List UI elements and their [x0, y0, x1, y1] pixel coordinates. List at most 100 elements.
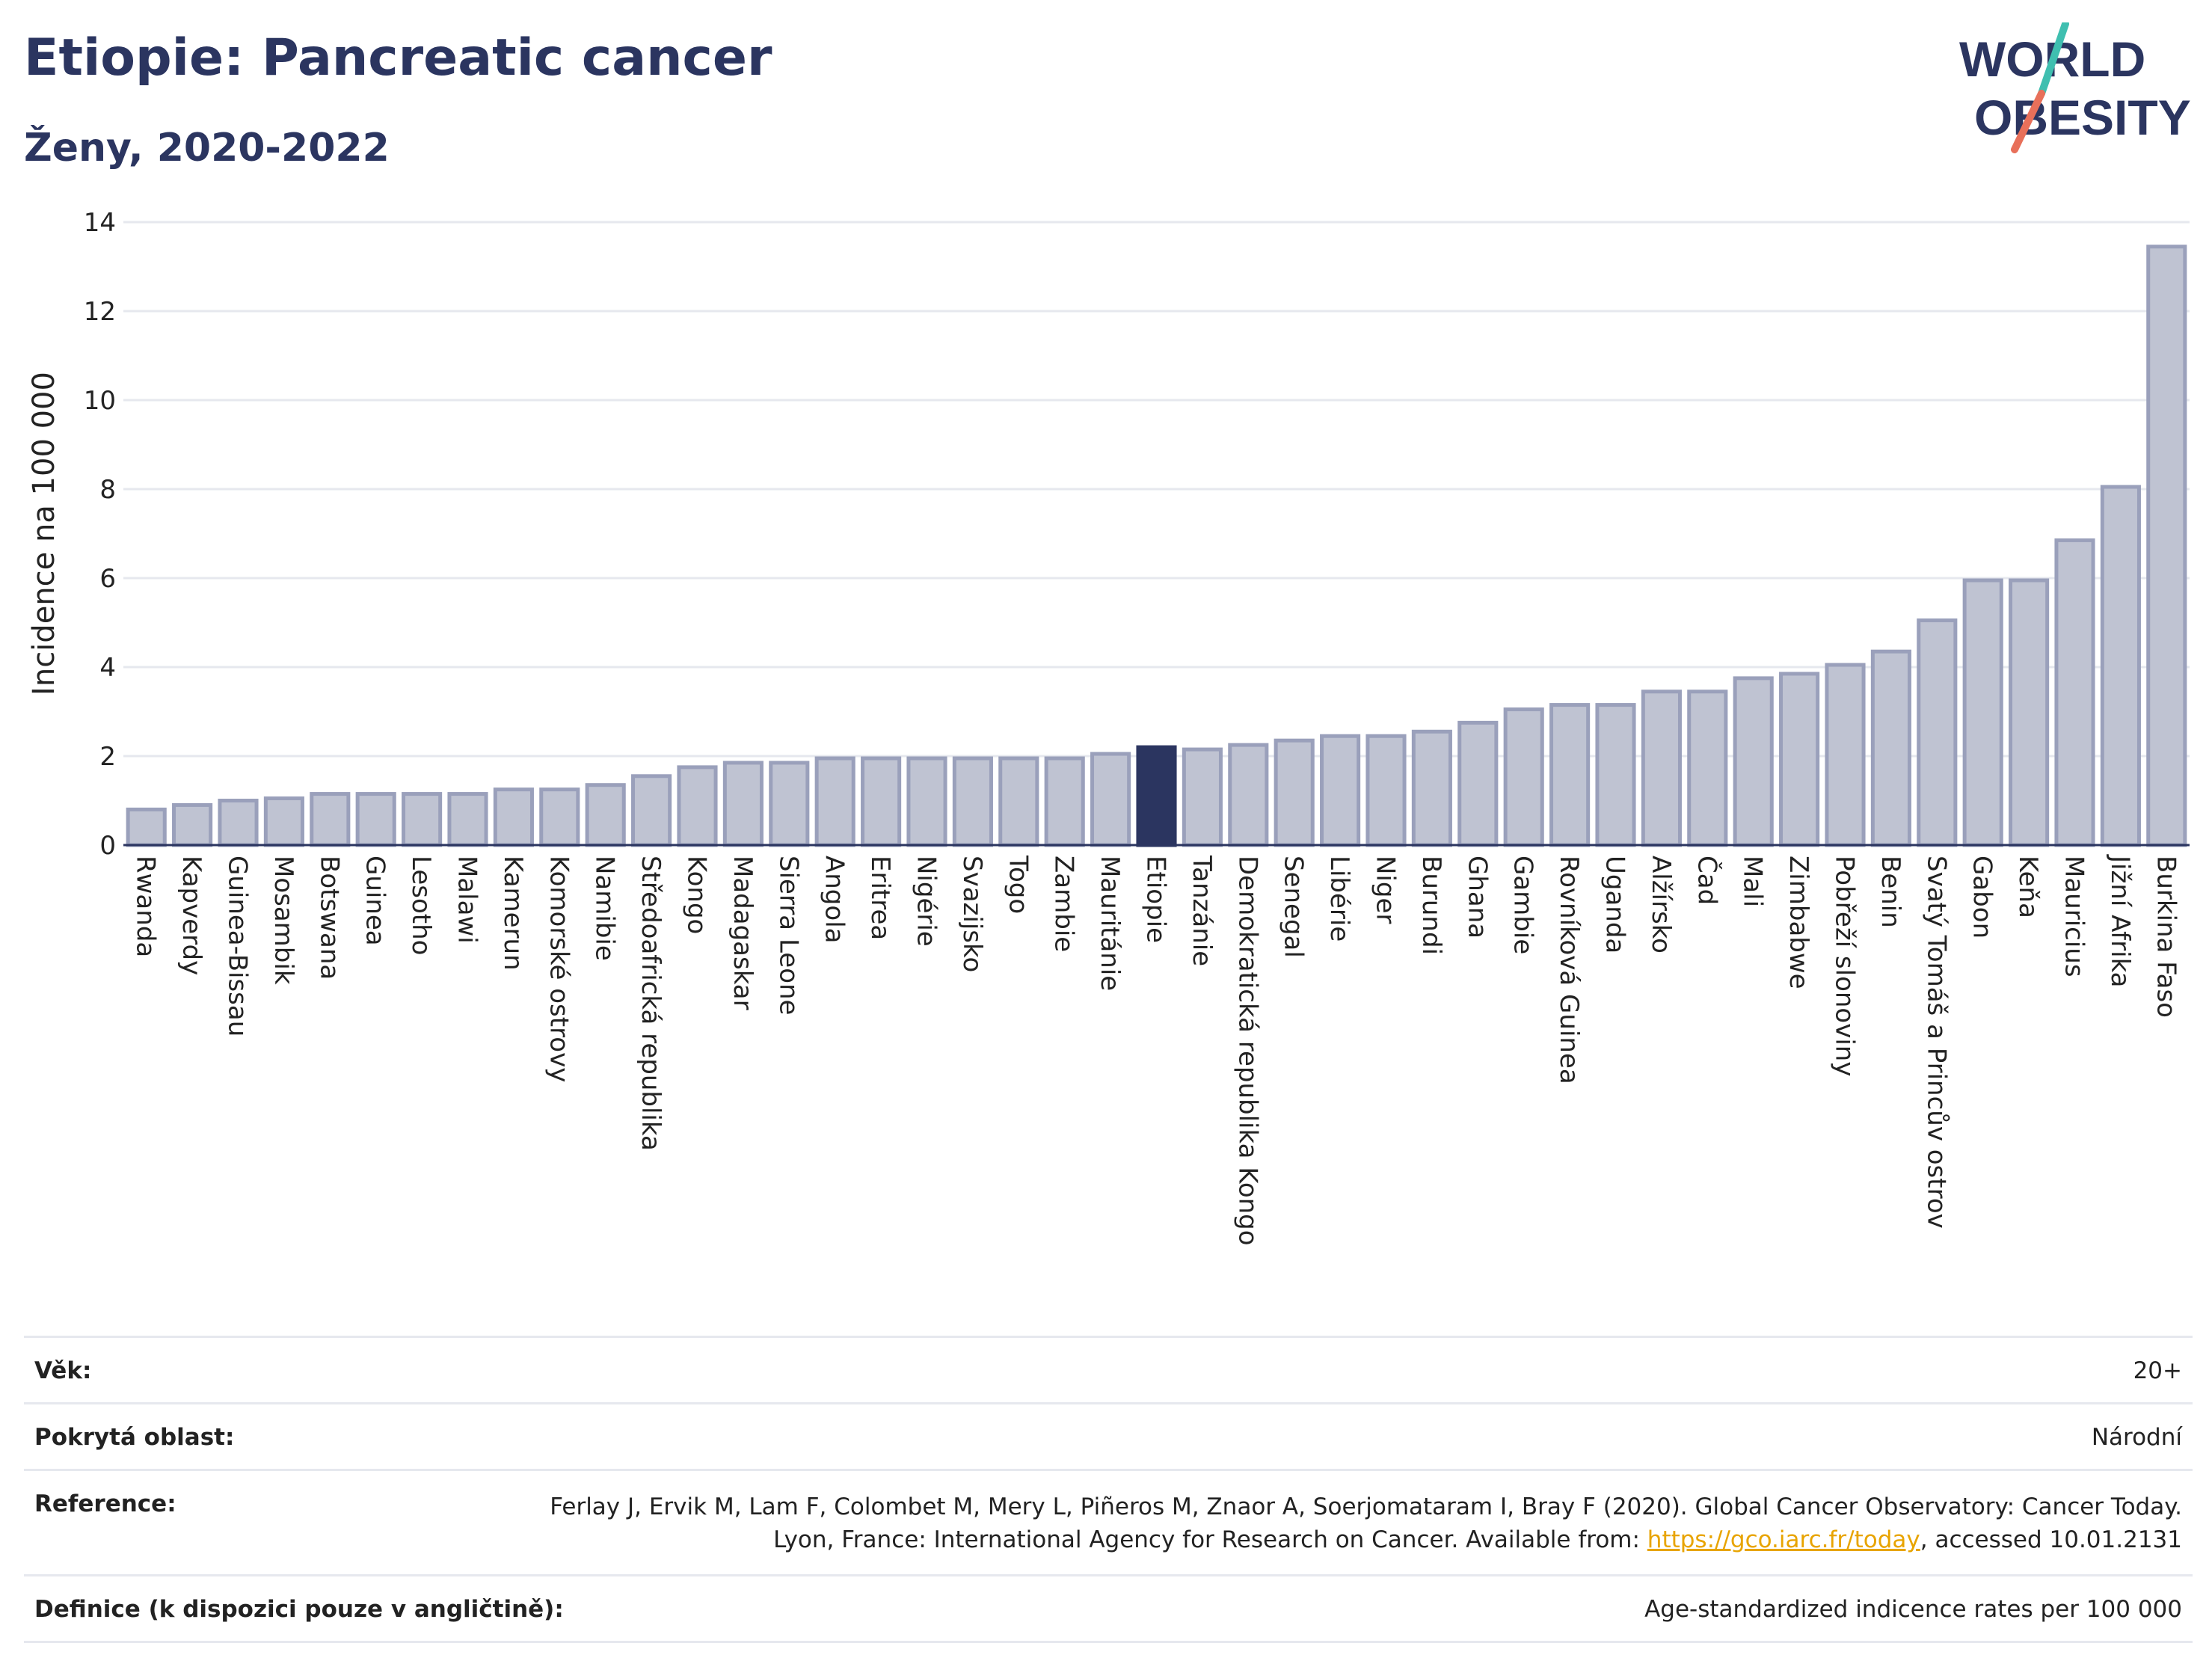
bar — [677, 765, 718, 847]
x-tick-label: Mosambik — [268, 856, 298, 985]
x-tick-label: Benin — [1875, 856, 1905, 928]
x-tick-label: Libérie — [1324, 856, 1354, 942]
x-tick-label: Mauricius — [2059, 856, 2089, 977]
bar — [1320, 734, 1361, 847]
area-label: Pokrytá oblast: — [34, 1424, 235, 1451]
bar — [1917, 618, 1958, 847]
x-tick-label: Zambie — [1049, 856, 1079, 952]
age-value: 20+ — [2133, 1357, 2182, 1384]
x-tick-label: Kongo — [682, 856, 712, 934]
bar — [1228, 743, 1269, 847]
bar — [493, 787, 534, 847]
x-tick-label: Etiopie — [1141, 856, 1171, 943]
y-tick-label: 4 — [99, 653, 116, 683]
x-tick-label: Guinea — [360, 856, 390, 946]
y-tick-label: 10 — [84, 386, 116, 416]
bar — [1457, 720, 1499, 847]
x-tick-label: Namibie — [590, 856, 620, 961]
bar — [1549, 703, 1591, 847]
x-tick-label: Komorské ostrovy — [544, 856, 574, 1082]
info-row-definition: Definice (k dispozici pouze v angličtině… — [24, 1574, 2193, 1643]
bar — [355, 792, 396, 847]
bar — [769, 761, 810, 847]
bar — [906, 756, 947, 847]
bar — [2100, 485, 2141, 847]
bar — [402, 792, 443, 847]
x-tick-label: Angola — [820, 856, 850, 943]
bar — [998, 756, 1039, 847]
y-axis-label: Incidence na 100 000 — [27, 372, 61, 696]
x-tick-label: Togo — [1003, 855, 1033, 914]
x-tick-label: Botswana — [314, 856, 344, 980]
bar — [861, 756, 902, 847]
x-tick-label: Čad — [1692, 856, 1722, 905]
bar — [126, 807, 167, 847]
x-tick-label: Jižní Afrika — [2105, 854, 2135, 988]
bar — [1641, 690, 1682, 847]
x-tick-label: Mauritánie — [1095, 856, 1125, 991]
definition-label: Definice (k dispozici pouze v angličtině… — [34, 1596, 564, 1623]
info-row-age: Věk: 20+ — [24, 1336, 2193, 1402]
x-tick-label: Niger — [1371, 856, 1401, 924]
x-tick-label: Kamerun — [498, 856, 528, 971]
x-tick-label: Keňa — [2013, 856, 2043, 918]
reference-value: Ferlay J, Ervik M, Lam F, Colombet M, Me… — [537, 1490, 2182, 1556]
bar — [218, 799, 259, 847]
bar — [585, 783, 626, 847]
logo-slash-teal — [2038, 22, 2069, 97]
bar — [1503, 707, 1544, 847]
bar-chart: 0 2 4 6 8 10 12 14 Incidence na 100 000 Rwanda Kap… — [27, 208, 2190, 1246]
x-tick-label: Lesotho — [406, 856, 436, 955]
x-tick-label: Gambie — [1508, 856, 1538, 954]
bar — [1182, 747, 1223, 847]
y-tick-label: 6 — [99, 564, 116, 594]
world-obesity-logo: WORLD OBESITY — [1959, 22, 2191, 153]
x-tick-label: Malawi — [452, 856, 482, 944]
bar — [814, 756, 855, 847]
x-tick-label: Eritrea — [865, 856, 895, 940]
x-tick-label: Demokratická republika Kongo — [1232, 856, 1262, 1246]
x-tick-label: Gabon — [1967, 856, 1997, 939]
reference-text: Ferlay J, Ervik M, Lam F, Colombet M, Me… — [550, 1493, 2182, 1553]
bar — [1687, 690, 1728, 847]
x-tick-label: Guinea-Bissau — [223, 856, 253, 1037]
x-tick-label: Zimbabwe — [1784, 856, 1813, 989]
x-tick-label: Svatý Tomáš a Princův ostrov — [1921, 856, 1951, 1229]
x-tick-label: Rovníková Guinea — [1554, 856, 1584, 1084]
bar — [1090, 752, 1131, 847]
bar — [1733, 676, 1774, 847]
y-tick-label: 12 — [84, 297, 116, 327]
definition-value: Age-standardized indicence rates per 100… — [1644, 1596, 2182, 1623]
bar — [1365, 734, 1407, 847]
x-tick-label: Tanzánie — [1187, 855, 1217, 966]
bar — [1870, 649, 1911, 847]
bar — [1044, 756, 1085, 847]
y-tick-label: 14 — [84, 208, 116, 238]
info-table: Věk: 20+ Pokrytá oblast: Národní Referen… — [24, 1336, 2193, 1643]
y-tick-label: 0 — [99, 831, 116, 861]
info-row-reference: Reference: Ferlay J, Ervik M, Lam F, Col… — [24, 1469, 2193, 1574]
bar — [310, 792, 351, 847]
x-tick-label: Pobřeží slonoviny — [1830, 856, 1860, 1076]
bar — [722, 761, 764, 847]
x-tick-label: Alžírsko — [1646, 856, 1676, 954]
x-tick-label: Svazijsko — [957, 856, 987, 972]
reference-suffix: , accessed 10.01.2131 — [1920, 1526, 2182, 1553]
bar — [631, 774, 672, 847]
bar — [2146, 245, 2187, 847]
x-tick-label: Burundi — [1416, 856, 1446, 955]
area-value: Národní — [2091, 1424, 2182, 1451]
bar — [1962, 578, 2003, 847]
bar — [539, 787, 580, 847]
info-row-area: Pokrytá oblast: Národní — [24, 1402, 2193, 1469]
bar — [952, 756, 993, 847]
reference-link[interactable]: https://gco.iarc.fr/today — [1647, 1526, 1920, 1553]
bar — [447, 792, 488, 847]
bar — [1825, 663, 1866, 847]
bar — [1136, 745, 1177, 847]
y-tick-label: 8 — [99, 475, 116, 505]
logo-line-2: OBESITY — [1974, 90, 2191, 145]
bar — [1274, 738, 1315, 847]
y-tick-label: 2 — [99, 742, 116, 772]
x-tick-label: Mali — [1738, 856, 1768, 907]
